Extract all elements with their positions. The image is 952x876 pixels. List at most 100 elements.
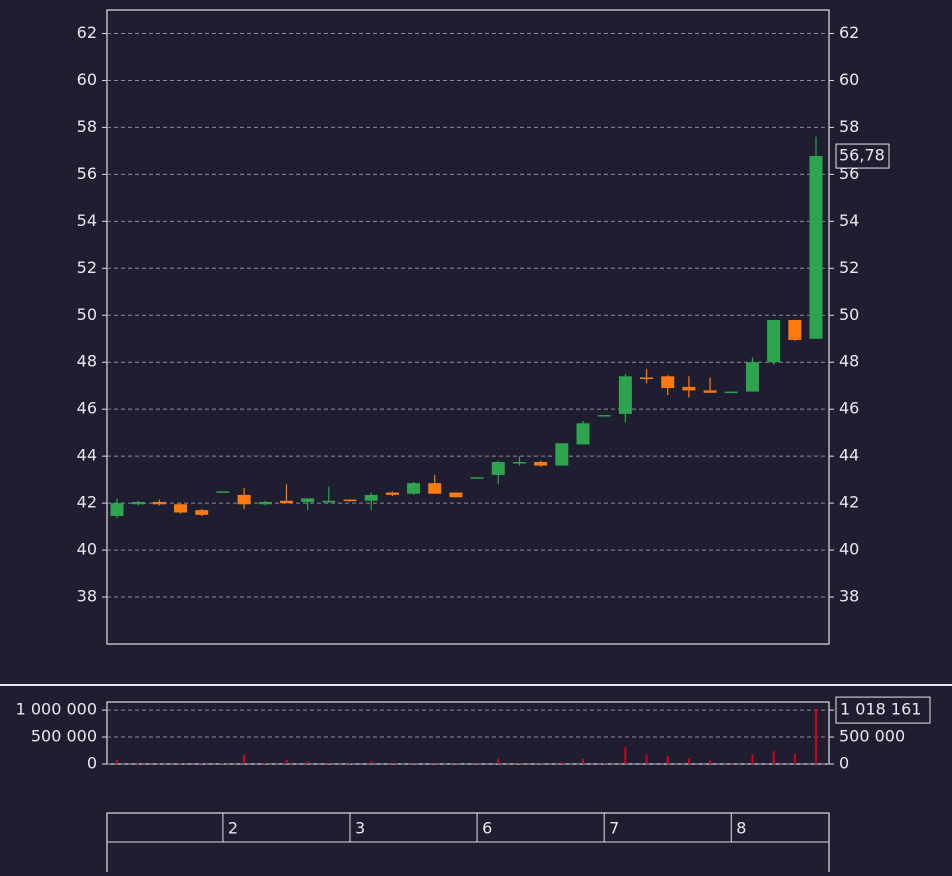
candle-body bbox=[385, 492, 399, 495]
candle-body bbox=[661, 376, 675, 389]
candle-body bbox=[216, 491, 230, 493]
volume-bar bbox=[709, 760, 712, 764]
volume-bar bbox=[751, 754, 754, 764]
candle-body bbox=[809, 156, 823, 339]
candle-body bbox=[428, 483, 442, 494]
x-tick-label: 3 bbox=[355, 819, 365, 838]
price-tag: 56,78 bbox=[839, 146, 885, 165]
candle-body bbox=[618, 376, 632, 414]
volume-bar bbox=[539, 762, 542, 764]
candle-body bbox=[279, 500, 293, 504]
candle-body bbox=[767, 319, 781, 363]
y-tick-label: 54 bbox=[77, 211, 97, 230]
x-tick-label: 6 bbox=[482, 819, 492, 838]
candle-body bbox=[110, 503, 124, 517]
candle-body bbox=[131, 501, 145, 505]
candle-body bbox=[258, 501, 272, 505]
candle-body bbox=[470, 477, 484, 479]
volume-bar bbox=[624, 747, 627, 764]
volume-bar bbox=[327, 762, 330, 764]
candle-body bbox=[343, 499, 357, 502]
volume-bar bbox=[221, 762, 224, 764]
candle-body bbox=[576, 423, 590, 445]
volume-bar bbox=[687, 758, 690, 764]
y-tick-label: 46 bbox=[77, 399, 97, 418]
volume-bar bbox=[497, 758, 500, 764]
candle-body bbox=[407, 483, 421, 494]
volume-bar bbox=[412, 762, 415, 764]
y2-tick-label: 0 bbox=[839, 754, 849, 773]
price-tag-box bbox=[835, 143, 890, 169]
y-tick-label: 60 bbox=[77, 70, 97, 89]
candle-body bbox=[724, 391, 738, 394]
volume-bar bbox=[815, 709, 817, 764]
candle-body bbox=[640, 377, 654, 379]
y-tick-label: 62 bbox=[77, 23, 97, 42]
volume-bar bbox=[476, 762, 479, 764]
candle-body bbox=[555, 443, 569, 466]
y2-tick-label: 42 bbox=[839, 493, 859, 512]
y-tick-label: 56 bbox=[77, 164, 97, 183]
volume-bar bbox=[793, 753, 796, 764]
y2-tick-label: 500 000 bbox=[839, 727, 905, 746]
candle-body bbox=[322, 500, 336, 503]
y2-tick-label: 56 bbox=[839, 164, 859, 183]
x-tick-label: 7 bbox=[609, 819, 619, 838]
y-tick-label: 1 000 000 bbox=[16, 700, 97, 719]
candle-body bbox=[703, 390, 717, 393]
volume-bar bbox=[349, 762, 351, 764]
volume-bar bbox=[518, 762, 521, 764]
y-tick-label: 52 bbox=[77, 258, 97, 277]
candle-body bbox=[597, 415, 611, 417]
y-tick-label: 44 bbox=[77, 446, 97, 465]
y2-tick-label: 48 bbox=[839, 352, 859, 371]
x-tick-label: 8 bbox=[736, 819, 746, 838]
candle-body bbox=[237, 494, 251, 505]
y2-tick-label: 52 bbox=[839, 258, 859, 277]
price-frame bbox=[106, 9, 830, 645]
y2-tick-label: 38 bbox=[839, 587, 859, 606]
volume-bar bbox=[137, 762, 140, 764]
y-tick-label: 0 bbox=[87, 754, 97, 773]
candle-body bbox=[534, 462, 548, 466]
candle-body bbox=[788, 319, 802, 340]
y-tick-label: 500 000 bbox=[31, 727, 97, 746]
y2-tick-label: 58 bbox=[839, 117, 859, 136]
y-tick-label: 48 bbox=[77, 352, 97, 371]
volume-bar bbox=[772, 751, 775, 764]
y-tick-label: 50 bbox=[77, 305, 97, 324]
volume-bar bbox=[179, 762, 182, 764]
volume-bar bbox=[454, 762, 457, 764]
volume-bar bbox=[264, 762, 267, 764]
volume-bar bbox=[666, 755, 669, 764]
y2-tick-label: 44 bbox=[839, 446, 859, 465]
y2-tick-label: 54 bbox=[839, 211, 859, 230]
y-tick-label: 58 bbox=[77, 117, 97, 136]
candle-body bbox=[682, 386, 696, 391]
candle-body bbox=[745, 362, 759, 392]
volume-bar bbox=[391, 762, 394, 764]
candle-body bbox=[512, 462, 526, 464]
volume-bar bbox=[603, 762, 606, 764]
volume-tag: 1 018 161 bbox=[840, 700, 921, 719]
volume-bar bbox=[285, 759, 288, 764]
volume-bar bbox=[370, 761, 373, 764]
volume-bar bbox=[200, 762, 203, 764]
candle-body bbox=[152, 501, 166, 505]
x-tick-label: 2 bbox=[228, 819, 238, 838]
volume-tag-box bbox=[835, 696, 931, 724]
volume-bar bbox=[582, 758, 584, 764]
candle-body bbox=[364, 494, 378, 501]
volume-bar bbox=[560, 761, 563, 764]
candle-body bbox=[301, 498, 315, 502]
candle-body bbox=[491, 462, 505, 475]
volume-bar bbox=[645, 754, 648, 764]
y-tick-label: 42 bbox=[77, 493, 97, 512]
volume-bar bbox=[158, 762, 161, 764]
volume-bar bbox=[730, 762, 733, 764]
y-tick-label: 40 bbox=[77, 540, 97, 559]
y-tick-label: 38 bbox=[77, 587, 97, 606]
volume-bar bbox=[116, 759, 118, 764]
